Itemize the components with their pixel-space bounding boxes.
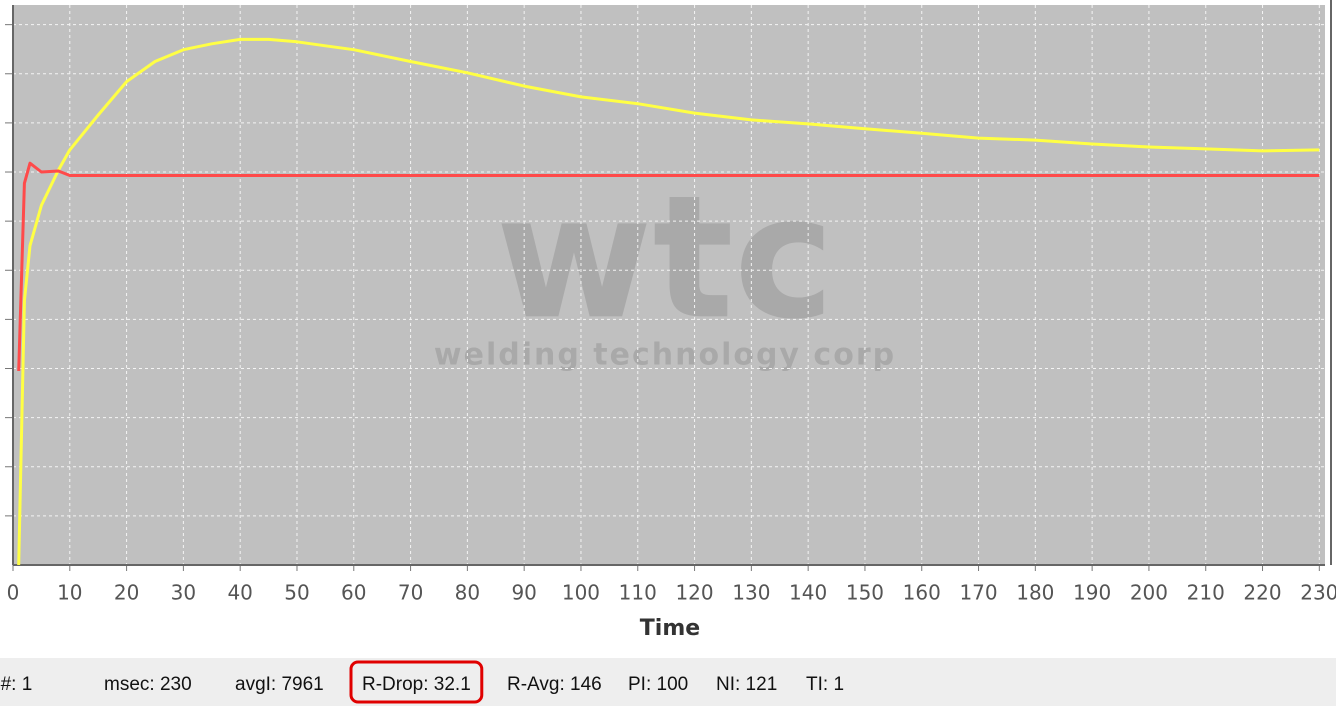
highlight-box: [349, 660, 484, 704]
x-tick-label: 140: [789, 581, 827, 605]
x-tick-label: 60: [341, 581, 366, 605]
x-tick-label: 30: [171, 581, 196, 605]
x-axis-label: Time: [640, 616, 700, 641]
x-tick-label: 50: [284, 581, 309, 605]
x-tick-label: 130: [732, 581, 770, 605]
x-tick-label: 40: [227, 581, 252, 605]
x-tick-label: 110: [619, 581, 657, 605]
x-tick-label: 230: [1300, 581, 1336, 605]
status-item: msec: 230: [104, 674, 192, 695]
plot-area: [13, 5, 1325, 565]
x-tick-label: 10: [57, 581, 82, 605]
status-item: PI: 100: [628, 674, 688, 695]
x-tick-label: 80: [455, 581, 480, 605]
watermark-logo: wtc: [495, 159, 834, 357]
x-tick-label: 120: [675, 581, 713, 605]
x-tick-label: 190: [1073, 581, 1111, 605]
x-tick-label: 200: [1130, 581, 1168, 605]
series-line: [17, 37, 1320, 566]
status-item: NI: 121: [716, 674, 777, 695]
x-tick-label: 160: [903, 581, 941, 605]
x-tick-label: 100: [562, 581, 600, 605]
x-tick-label: 220: [1243, 581, 1281, 605]
status-item: R-Avg: 146: [507, 674, 602, 695]
x-tick-label: 20: [114, 581, 139, 605]
x-tick-label: 70: [398, 581, 423, 605]
status-item: TI: 1: [806, 674, 844, 695]
x-tick-label: 150: [846, 581, 884, 605]
status-item: avgI: 7961: [235, 674, 324, 695]
x-tick-label: 170: [959, 581, 997, 605]
x-tick-label: 180: [1016, 581, 1054, 605]
x-tick-label: 210: [1187, 581, 1225, 605]
watermark-tagline: welding technology corp: [434, 338, 896, 373]
status-item: R-Drop: 32.1: [362, 674, 471, 695]
status-item: n#: 1: [0, 674, 32, 695]
series-line: [17, 161, 1320, 372]
x-tick-label: 90: [511, 581, 536, 605]
x-tick-label: 0: [7, 581, 20, 605]
status-bar: [0, 658, 1336, 706]
